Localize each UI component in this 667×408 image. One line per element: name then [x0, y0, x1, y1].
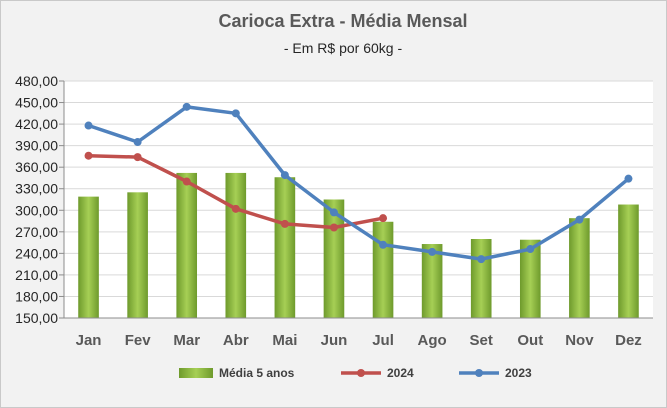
legend-swatch-marker [475, 369, 483, 377]
line-point-2024 [84, 151, 93, 160]
line-point-2024 [182, 177, 191, 186]
line-point-2023 [526, 245, 535, 254]
x-tick-label: Abr [223, 332, 249, 349]
legend-label: Média 5 anos [219, 366, 295, 380]
x-tick-label: Jul [372, 332, 394, 349]
bar [127, 192, 148, 318]
line-point-2023 [575, 215, 584, 224]
y-tick-label: 180,00 [15, 288, 58, 304]
bar [618, 204, 639, 318]
line-point-2024 [231, 204, 240, 213]
y-tick-label: 240,00 [15, 245, 58, 261]
plot-area [64, 81, 653, 318]
x-tick-label: Out [517, 332, 543, 349]
bar [323, 199, 345, 318]
y-tick-label: 300,00 [15, 202, 58, 218]
legend-swatch-bar [179, 368, 213, 378]
x-tick-label: Dez [615, 332, 642, 349]
line-point-2023 [231, 109, 240, 118]
line-point-2024 [280, 219, 289, 228]
line-point-2023 [182, 102, 191, 111]
bar [372, 221, 394, 318]
bar [519, 239, 541, 318]
line-point-2023 [329, 208, 338, 217]
y-tick-label: 450,00 [15, 95, 58, 111]
x-tick-label: Mar [173, 332, 200, 349]
legend-swatch-marker [357, 369, 365, 377]
line-point-2024 [133, 153, 142, 162]
line-point-2023 [477, 255, 486, 264]
axes: 150,00 180,00 210,00 240,00 270,00 300,00 330,… [15, 73, 653, 349]
bar [470, 239, 492, 318]
y-tick-label: 150,00 [15, 310, 58, 326]
bar [569, 218, 590, 318]
line-path-2023 [86, 105, 631, 261]
line-point-2023 [280, 171, 289, 180]
x-tick-label: Jan [76, 332, 102, 349]
x-tick-label: Mai [272, 332, 297, 349]
line-point-2023 [133, 138, 142, 147]
bar [421, 244, 443, 318]
x-tick-label: Set [470, 332, 493, 349]
y-tick-label: 270,00 [15, 224, 58, 240]
y-tick-label: 330,00 [15, 181, 58, 197]
line-point-2023 [84, 121, 93, 130]
legend-label: 2023 [505, 366, 532, 380]
x-tick-label: Fev [125, 332, 152, 349]
line-point-2023 [428, 247, 437, 256]
x-tick-label: Ago [418, 332, 447, 349]
y-tick-label: 360,00 [15, 159, 58, 175]
y-tick-label: 390,00 [15, 138, 58, 154]
legend-label: 2024 [387, 366, 414, 380]
chart-subtitle: - Em R$ por 60kg - [284, 40, 403, 56]
line-point-2024 [329, 223, 338, 232]
chart-title: Carioca Extra - Média Mensal [218, 11, 467, 31]
line-point-2023 [624, 174, 633, 183]
y-tick-label: 480,00 [15, 73, 58, 89]
legend: Média 5 anos 2024 2023 [179, 366, 532, 380]
line-series [84, 102, 633, 264]
y-tick-label: 420,00 [15, 116, 58, 132]
x-tick-label: Nov [565, 332, 594, 349]
y-tick-label: 210,00 [15, 267, 58, 283]
bar [225, 172, 247, 318]
grid-lines [64, 80, 653, 319]
x-tick-label: Jun [321, 332, 348, 349]
bar [274, 177, 296, 318]
bar [176, 172, 198, 318]
bar [78, 196, 99, 318]
line-point-2023 [379, 240, 388, 249]
line-point-2024 [379, 214, 388, 223]
